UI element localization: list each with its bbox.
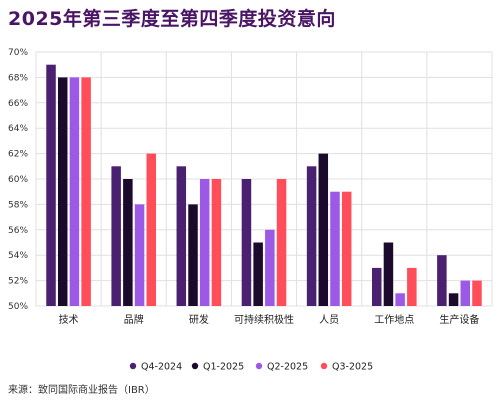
bar <box>265 229 275 306</box>
y-tick-label: 50% <box>8 302 28 312</box>
y-tick-label: 70% <box>8 48 28 58</box>
y-tick-label: 60% <box>8 175 28 185</box>
bar <box>81 77 91 307</box>
category-label: 研发 <box>189 313 209 326</box>
category-label: 品牌 <box>124 313 144 326</box>
chart-title: 2025年第三季度至第四季度投资意向 <box>8 8 336 30</box>
legend-marker <box>129 362 137 370</box>
bar <box>306 166 317 306</box>
legend-label: Q3-2025 <box>332 362 373 373</box>
category-label: 技术 <box>59 313 79 326</box>
bar <box>437 255 447 306</box>
bar <box>123 179 133 306</box>
legend-marker <box>255 362 263 370</box>
bar <box>448 293 459 306</box>
legend-label: Q4-2024 <box>141 362 182 373</box>
legend-label: Q1-2025 <box>203 362 244 373</box>
y-tick-label: 66% <box>8 99 28 109</box>
bar <box>146 153 157 306</box>
bar <box>211 179 222 306</box>
bar <box>407 267 417 306</box>
category-label: 人员 <box>319 314 339 326</box>
bar <box>318 153 329 306</box>
y-tick-label: 54% <box>8 251 28 261</box>
bar <box>57 77 68 307</box>
bar <box>395 293 405 306</box>
bar <box>276 179 287 306</box>
y-tick-label: 56% <box>8 226 28 236</box>
source-note: 来源：致同国际商业报告（IBR） <box>8 385 155 396</box>
bar <box>330 191 340 306</box>
y-tick-label: 58% <box>8 200 28 210</box>
category-label: 可持续积极性 <box>234 313 294 326</box>
bar <box>472 280 482 306</box>
bar <box>134 204 145 306</box>
bar <box>241 179 252 306</box>
y-tick-label: 52% <box>8 277 28 287</box>
bar <box>199 179 210 306</box>
bar <box>341 191 352 306</box>
bar <box>188 204 198 306</box>
legend-label: Q2-2025 <box>267 362 308 373</box>
bar <box>46 64 56 306</box>
bar <box>383 242 394 306</box>
bar <box>111 166 121 306</box>
bar <box>460 280 471 306</box>
category-label: 工作地点 <box>374 313 414 326</box>
y-tick-label: 64% <box>8 124 28 134</box>
bar <box>253 242 263 306</box>
legend-marker <box>191 362 199 370</box>
y-tick-label: 62% <box>8 150 28 160</box>
bar <box>69 77 80 307</box>
bar <box>371 267 382 306</box>
legend-marker <box>320 362 328 370</box>
bar <box>176 166 187 306</box>
category-label: 生产设备 <box>439 313 479 326</box>
y-tick-label: 68% <box>8 73 28 83</box>
